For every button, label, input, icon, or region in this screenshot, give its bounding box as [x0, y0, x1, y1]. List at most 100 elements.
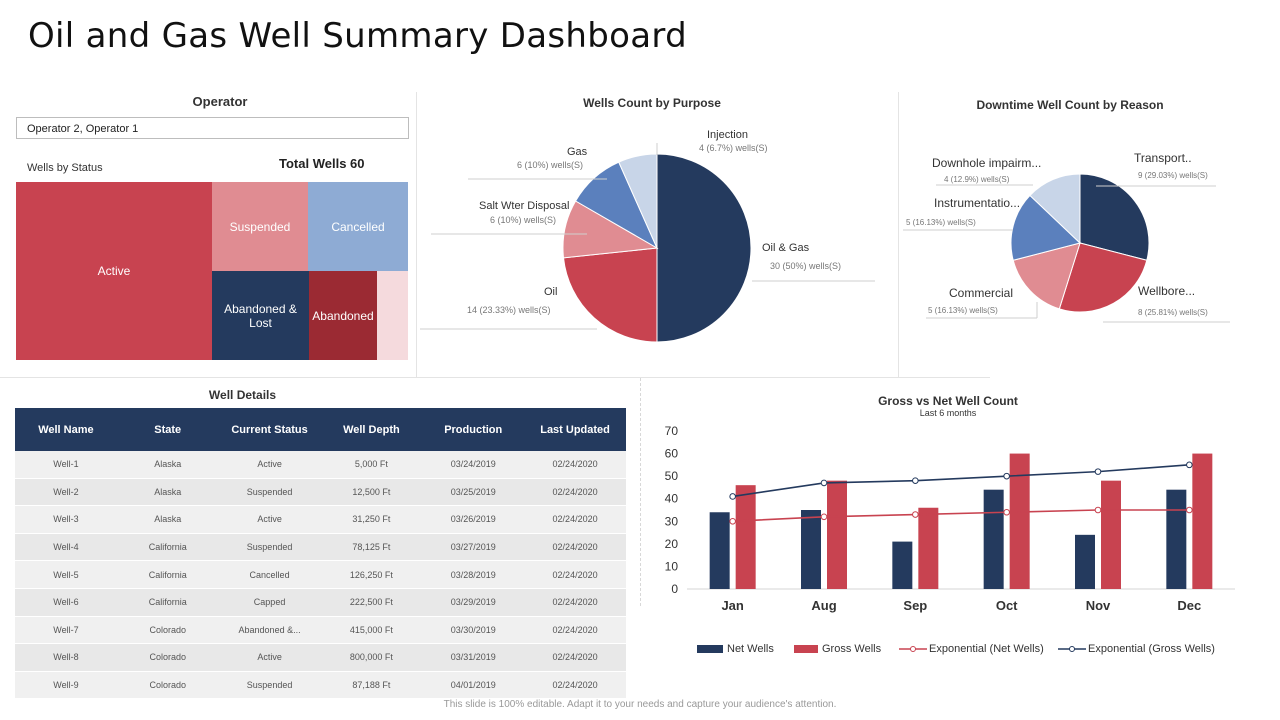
table-cell: Alaska: [116, 478, 219, 507]
pie2-slice-transport[interactable]: [1079, 173, 1150, 261]
table-cell: Alaska: [116, 451, 219, 479]
bar-chart-title: Gross vs Net Well Count: [878, 394, 1018, 408]
table-cell: Well-2: [15, 478, 117, 507]
trend-line-net: [732, 509, 1190, 523]
pie2-slice-wellbore[interactable]: [1058, 242, 1148, 313]
table-cell: 04/01/2019: [422, 671, 525, 700]
trend-point-gross[interactable]: [820, 479, 828, 487]
treemap-tile-cancelled[interactable]: Cancelled: [308, 182, 408, 271]
bar-chart-subtitle: Last 6 months: [919, 408, 977, 418]
bar-net-wells-oct[interactable]: [983, 489, 1004, 589]
pie2-detail-wellbore: 8 (25.81%) wells(S): [1138, 308, 1208, 317]
table-cell: 03/31/2019: [422, 643, 525, 672]
pie1-detail-oil-gas: 30 (50%) wells(S): [770, 261, 841, 271]
table-cell: 800,000 Ft: [320, 643, 423, 672]
pie1-detail-oil: 14 (23.33%) wells(S): [467, 305, 551, 315]
table-cell: Well-9: [15, 671, 117, 700]
legend-exp-gross[interactable]: Exponential (Gross Wells): [1058, 643, 1215, 655]
treemap-tile-other[interactable]: [377, 271, 408, 360]
bar-net-wells-sep[interactable]: [892, 541, 913, 589]
x-tick-label: Aug: [811, 598, 836, 613]
treemap-tile-abandoned-lost[interactable]: Abandoned & Lost: [212, 271, 309, 360]
table-cell: California: [116, 588, 219, 617]
trend-point-gross[interactable]: [1003, 472, 1010, 480]
operator-filter[interactable]: Operator 2, Operator 1: [16, 117, 409, 139]
table-cell: 02/24/2020: [524, 505, 626, 534]
bar-gross-wells-nov[interactable]: [1101, 480, 1121, 589]
trend-point-net[interactable]: [1186, 506, 1193, 514]
table-cell: Well-7: [15, 616, 117, 645]
table-row[interactable]: Well-3 Alaska Active 31,250 Ft 03/26/2019 02/…: [15, 505, 626, 534]
pie2-slice-commercial[interactable]: [1012, 242, 1081, 310]
trend-point-gross[interactable]: [912, 477, 919, 484]
table-row[interactable]: Well-5 California Cancelled 126,250 Ft 03/28…: [15, 560, 626, 589]
table-row[interactable]: Well-8 Colorado Active 800,000 Ft 03/31/2019…: [15, 643, 626, 672]
pie2-label-commercial: Commercial: [949, 286, 1013, 300]
table-cell: 02/24/2020: [524, 616, 626, 645]
column-header[interactable]: State: [116, 408, 219, 451]
bar-gross-wells-aug[interactable]: [827, 480, 847, 589]
tile-label: Abandoned: [312, 308, 374, 323]
pie2-label-transport: Transport..: [1134, 151, 1192, 165]
trend-line-gross: [732, 464, 1190, 498]
total-wells: Total Wells 60: [279, 156, 365, 171]
bar-gross-wells-dec[interactable]: [1192, 453, 1213, 589]
column-header[interactable]: Current Status: [218, 408, 321, 451]
treemap-tile-suspended[interactable]: Suspended: [212, 182, 308, 271]
table-cell: 03/26/2019: [422, 505, 525, 534]
table-cell: 02/24/2020: [524, 588, 626, 617]
trend-point-net[interactable]: [1094, 506, 1102, 514]
bar-gross-wells-jan[interactable]: [735, 485, 756, 589]
legend-gross-wells[interactable]: Gross Wells: [794, 643, 881, 655]
table-cell: Well-3: [15, 505, 117, 534]
table-row[interactable]: Well-2 Alaska Suspended 12,500 Ft 03/25/2019…: [15, 478, 626, 507]
table-row[interactable]: Well-4 California Suspended 78,125 Ft 03/27/…: [15, 533, 626, 562]
pie1-slice-oil[interactable]: [562, 247, 658, 343]
trend-point-net[interactable]: [729, 517, 736, 525]
table-cell: 78,125 Ft: [320, 533, 423, 562]
well-details-title: Well Details: [208, 388, 277, 402]
table-cell: Well-6: [15, 588, 117, 617]
trend-point-gross[interactable]: [1094, 468, 1102, 475]
trend-point-gross[interactable]: [729, 493, 736, 500]
table-row[interactable]: Well-6 California Capped 222,500 Ft 03/29/20…: [15, 588, 626, 617]
table-cell: Colorado: [116, 616, 219, 645]
table-cell: Well-1: [15, 451, 117, 479]
table-header-row: Well Name State Current Status Well Dept…: [15, 408, 626, 451]
table-cell: 03/24/2019: [422, 451, 525, 479]
table-cell: Active: [218, 643, 321, 672]
column-header[interactable]: Well Depth: [320, 408, 423, 451]
treemap-tile-abandoned[interactable]: Abandoned: [309, 271, 377, 360]
bar-net-wells-aug[interactable]: [801, 510, 821, 589]
tile-label: Active: [97, 264, 131, 278]
y-tick-label: 20: [665, 537, 679, 551]
trend-point-net[interactable]: [912, 511, 919, 518]
table-row[interactable]: Well-9 Colorado Suspended 87,188 Ft 04/01/20…: [15, 671, 626, 700]
bar-gross-wells-sep[interactable]: [918, 507, 939, 589]
bar-net-wells-dec[interactable]: [1166, 489, 1187, 589]
y-tick-label: 70: [665, 424, 679, 438]
legend-net-wells[interactable]: Net Wells: [697, 643, 774, 655]
pie2-label-instrumentation: Instrumentatio...: [934, 196, 1020, 210]
table-cell: Abandoned &...: [218, 616, 321, 645]
pie1-title: Wells Count by Purpose: [583, 96, 721, 110]
table-row[interactable]: Well-7 Colorado Abandoned &... 415,000 Ft 03…: [15, 616, 626, 645]
table-row[interactable]: Well-1 Alaska Active 5,000 Ft 03/24/2019 02/2…: [15, 451, 626, 479]
table-cell: 31,250 Ft: [320, 505, 423, 534]
column-header[interactable]: Production: [422, 408, 525, 451]
legend-exp-net[interactable]: Exponential (Net Wells): [899, 643, 1044, 655]
pie2-slice-downhole-impairm[interactable]: [1029, 173, 1081, 245]
column-header[interactable]: Last Updated: [524, 408, 626, 451]
bar-net-wells-nov[interactable]: [1075, 534, 1095, 589]
treemap-tile-active[interactable]: Active: [16, 182, 212, 360]
column-header[interactable]: Well Name: [15, 408, 117, 451]
bar-net-wells-jan[interactable]: [709, 512, 730, 589]
table-cell: Suspended: [218, 671, 321, 700]
trend-point-net[interactable]: [820, 513, 828, 521]
bar-gross-wells-oct[interactable]: [1009, 453, 1030, 589]
x-tick-label: Sep: [903, 598, 927, 613]
trend-point-gross[interactable]: [1186, 461, 1193, 469]
pie1-slice-oil-gas[interactable]: [656, 153, 752, 343]
pie2-slice-instrumentatio[interactable]: [1010, 194, 1081, 261]
trend-point-net[interactable]: [1003, 508, 1010, 516]
